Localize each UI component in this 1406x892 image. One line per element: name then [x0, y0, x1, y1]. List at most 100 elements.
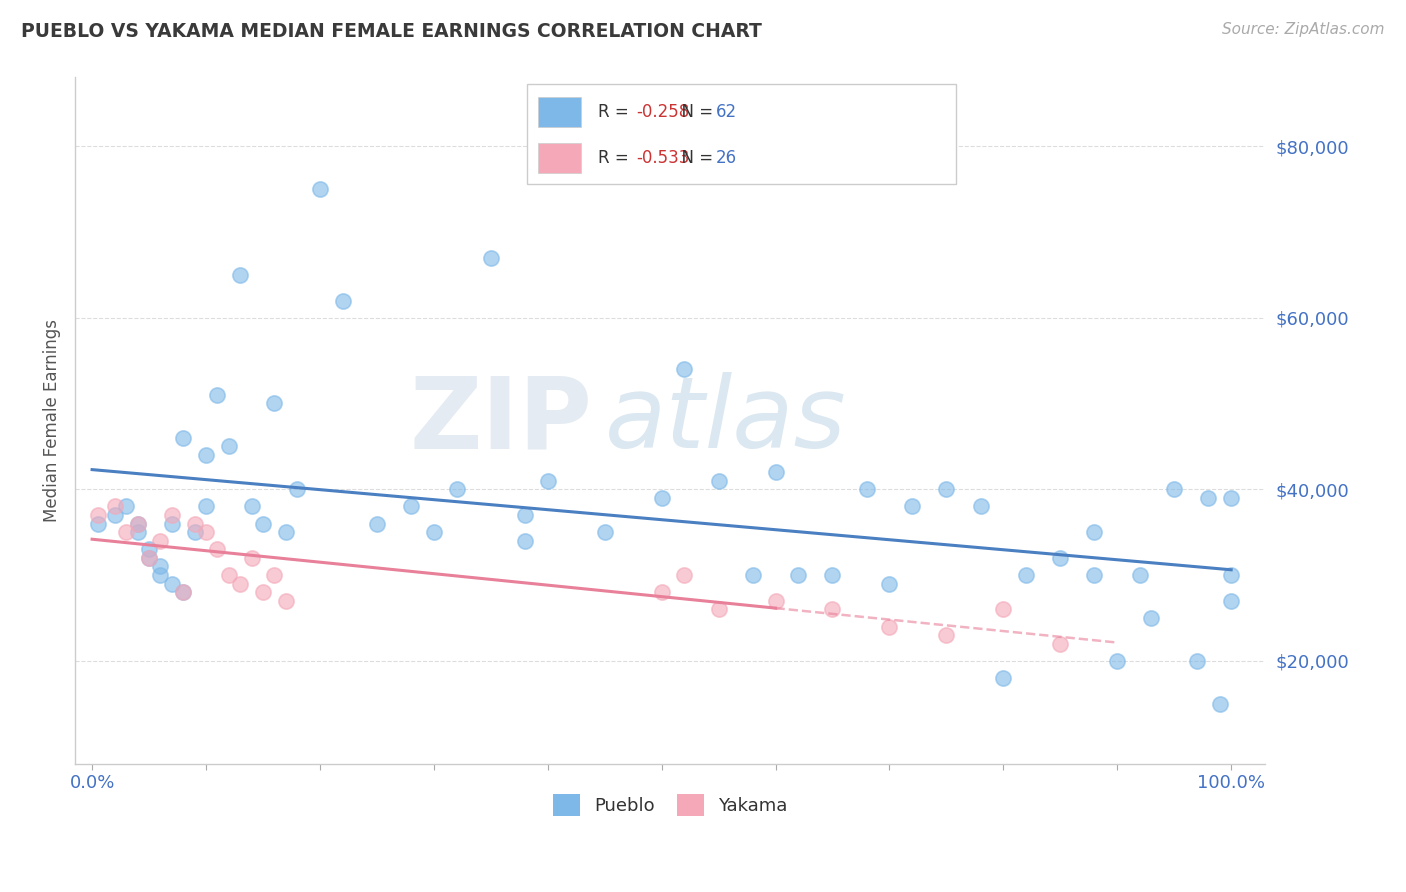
Point [787, 568, 810, 582]
Point [513, 508, 536, 522]
Point [1049, 637, 1071, 651]
Y-axis label: Median Female Earnings: Median Female Earnings [44, 319, 60, 522]
Point [240, 500, 263, 514]
Point [149, 568, 172, 582]
Text: N =: N = [671, 103, 718, 121]
Text: atlas: atlas [605, 372, 846, 469]
Point [218, 439, 240, 453]
Point [399, 500, 422, 514]
Point [138, 550, 160, 565]
Point [207, 388, 229, 402]
Point [993, 671, 1015, 685]
Point [1083, 525, 1105, 540]
Point [274, 525, 297, 540]
Point [935, 483, 957, 497]
Point [1049, 550, 1071, 565]
Point [229, 268, 252, 282]
Point [821, 602, 844, 616]
Text: -0.258: -0.258 [637, 103, 690, 121]
Point [651, 585, 673, 599]
Point [765, 594, 787, 608]
Point [1140, 611, 1163, 625]
Point [1197, 491, 1219, 505]
Point [207, 542, 229, 557]
Point [229, 576, 252, 591]
Point [366, 516, 388, 531]
Point [160, 576, 183, 591]
Point [479, 251, 502, 265]
Point [1209, 697, 1232, 711]
Point [127, 516, 149, 531]
Text: R =: R = [598, 149, 634, 167]
Point [285, 483, 308, 497]
Point [993, 602, 1015, 616]
Point [309, 182, 332, 196]
Text: PUEBLO VS YAKAMA MEDIAN FEMALE EARNINGS CORRELATION CHART: PUEBLO VS YAKAMA MEDIAN FEMALE EARNINGS … [21, 22, 762, 41]
Point [1220, 594, 1243, 608]
Point [252, 585, 274, 599]
Point [879, 619, 901, 633]
Point [127, 525, 149, 540]
Point [1083, 568, 1105, 582]
Point [332, 293, 354, 308]
Point [263, 396, 285, 410]
Text: 26: 26 [716, 149, 737, 167]
Point [218, 568, 240, 582]
Text: 62: 62 [716, 103, 737, 121]
Point [855, 483, 877, 497]
Point [1129, 568, 1152, 582]
Point [138, 550, 160, 565]
Point [765, 465, 787, 479]
Point [593, 525, 616, 540]
Point [1185, 654, 1208, 668]
Point [969, 500, 991, 514]
Point [673, 568, 696, 582]
Point [149, 533, 172, 548]
Text: R =: R = [598, 103, 634, 121]
Point [741, 568, 763, 582]
Point [1107, 654, 1129, 668]
Point [127, 516, 149, 531]
Point [115, 500, 138, 514]
Point [195, 525, 218, 540]
Text: -0.533: -0.533 [637, 149, 690, 167]
Point [172, 431, 194, 445]
Point [195, 448, 218, 462]
Point [673, 362, 696, 376]
Point [104, 500, 127, 514]
Point [87, 508, 110, 522]
Text: N =: N = [671, 149, 718, 167]
Point [879, 576, 901, 591]
Point [240, 550, 263, 565]
Point [252, 516, 274, 531]
Point [87, 516, 110, 531]
Point [138, 542, 160, 557]
Point [1163, 483, 1185, 497]
Text: ZIP: ZIP [411, 372, 593, 469]
Point [901, 500, 924, 514]
Point [821, 568, 844, 582]
Point [183, 525, 205, 540]
Point [1220, 491, 1243, 505]
Point [274, 594, 297, 608]
Point [1015, 568, 1038, 582]
Point [263, 568, 285, 582]
FancyBboxPatch shape [538, 97, 581, 127]
Point [513, 533, 536, 548]
Point [172, 585, 194, 599]
Point [115, 525, 138, 540]
Point [1220, 568, 1243, 582]
Point [160, 516, 183, 531]
Legend: Pueblo, Yakama: Pueblo, Yakama [546, 787, 794, 823]
Point [149, 559, 172, 574]
Text: Source: ZipAtlas.com: Source: ZipAtlas.com [1222, 22, 1385, 37]
Point [423, 525, 446, 540]
Point [183, 516, 205, 531]
Point [160, 508, 183, 522]
Point [707, 474, 730, 488]
Point [707, 602, 730, 616]
Point [195, 500, 218, 514]
Point [446, 483, 468, 497]
FancyBboxPatch shape [538, 143, 581, 173]
Point [935, 628, 957, 642]
